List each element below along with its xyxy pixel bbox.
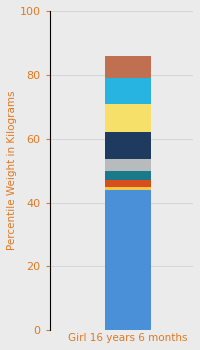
Bar xyxy=(105,190,151,330)
Bar xyxy=(105,132,151,160)
Bar xyxy=(105,160,151,170)
Bar xyxy=(105,104,151,132)
Bar xyxy=(105,78,151,104)
Bar xyxy=(105,180,151,187)
Bar xyxy=(105,56,151,78)
Bar xyxy=(105,170,151,180)
Y-axis label: Percentile Weight in Kilograms: Percentile Weight in Kilograms xyxy=(7,91,17,250)
Bar xyxy=(105,187,151,190)
